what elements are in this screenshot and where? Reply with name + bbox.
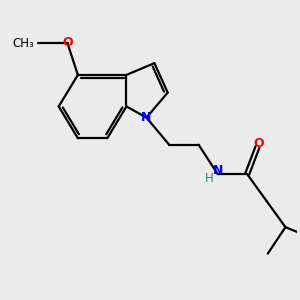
Text: N: N	[212, 164, 223, 177]
Text: N: N	[141, 111, 152, 124]
Text: O: O	[62, 36, 73, 49]
Text: CH₃: CH₃	[13, 37, 34, 50]
Text: H: H	[205, 172, 214, 185]
Text: O: O	[254, 137, 264, 150]
